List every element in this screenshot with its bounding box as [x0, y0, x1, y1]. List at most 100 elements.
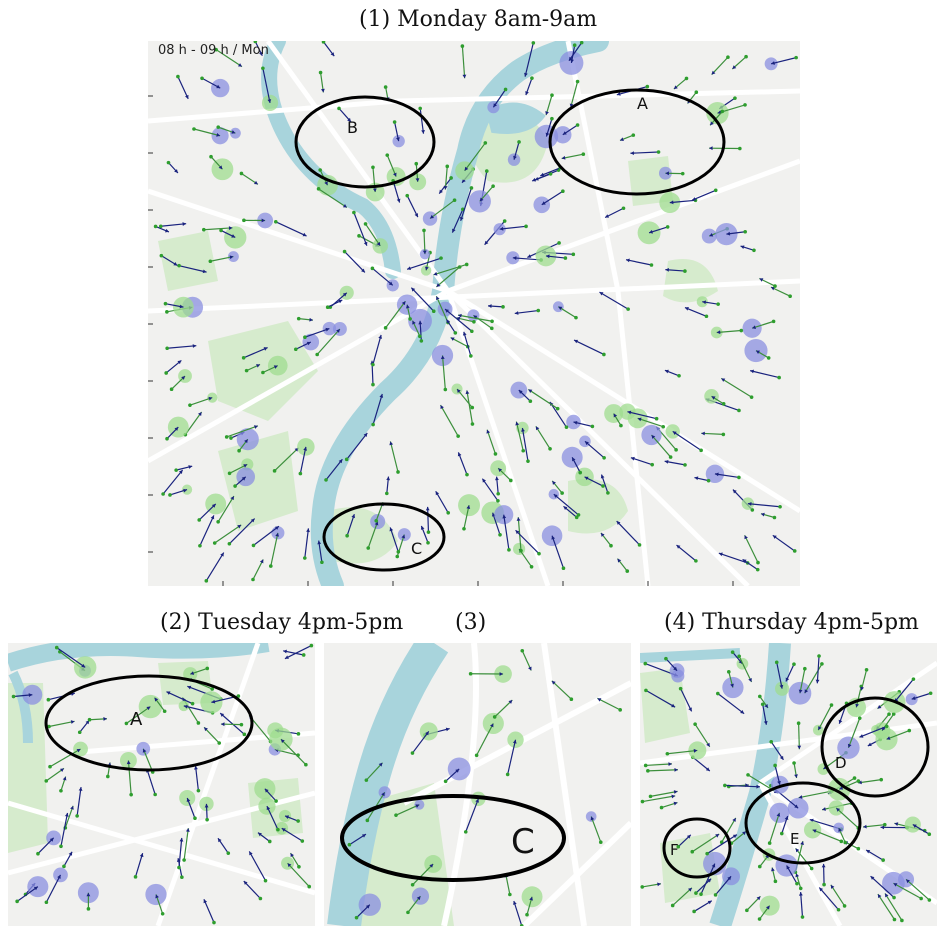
origin-dot [625, 569, 630, 573]
arrow-head [186, 797, 191, 802]
origin-dot [318, 168, 322, 172]
station-disc [179, 789, 196, 807]
origin-dot [528, 399, 533, 404]
flow-arrow [692, 756, 711, 772]
flow-arrow [372, 267, 394, 286]
origin-dot [661, 424, 665, 429]
panel4-svg: D E F [640, 643, 937, 926]
flow-arrow [386, 154, 397, 177]
arrow-head [376, 241, 381, 246]
origin-dot [345, 533, 349, 538]
arrow-head [216, 133, 221, 137]
station-disc [409, 173, 427, 191]
arrow-head [779, 755, 784, 760]
flow-arrow [316, 328, 341, 355]
origin-dot [524, 224, 528, 229]
origin-dot [297, 864, 301, 869]
arrow-head [412, 320, 416, 325]
arrow-head [715, 834, 720, 838]
flow-arrow [744, 535, 759, 563]
origin-dot [261, 66, 265, 71]
flow-arrow [367, 521, 379, 549]
arrow-head [574, 339, 579, 344]
arrow-head [142, 748, 147, 753]
origin-dot [645, 84, 650, 89]
arrow-head [518, 390, 523, 394]
origin-dot [843, 840, 848, 845]
arrow-head [28, 693, 33, 697]
origin-dot [881, 858, 885, 862]
arrow-head [794, 774, 798, 778]
arrow-head [742, 831, 747, 836]
station-disc [258, 797, 276, 815]
arrow-head [184, 94, 189, 99]
origin-dot [690, 849, 695, 854]
origin-dot [649, 263, 654, 267]
origin-dot [665, 751, 670, 756]
origin-dot [750, 508, 755, 512]
arrow-head [863, 824, 867, 829]
arrow-head [146, 706, 151, 711]
flow-arrow [672, 430, 702, 451]
flow-arrow [515, 529, 540, 555]
arrow-head [194, 765, 198, 770]
station-disc [482, 712, 504, 735]
arrow-head [664, 459, 669, 464]
origin-dot [405, 193, 410, 198]
origin-dot [470, 405, 475, 410]
origin-dot [496, 499, 500, 503]
arrow-head [253, 425, 258, 429]
station-disc [411, 887, 430, 905]
origin-dot [392, 120, 397, 124]
origin-dot [344, 457, 349, 462]
flow-arrow [275, 221, 307, 237]
arrow-head [764, 703, 768, 708]
origin-dot [757, 917, 762, 921]
panel4-title: (4) Thursday 4pm-5pm [664, 610, 919, 635]
origin-dot [857, 716, 862, 720]
arrow-head [217, 838, 222, 843]
origin-dot [648, 794, 653, 799]
station-disc [302, 333, 320, 351]
arrow-head [187, 685, 192, 690]
flow-arrow [524, 42, 534, 77]
arrow-head [710, 121, 714, 126]
origin-dot [272, 469, 277, 473]
flow-arrow [795, 847, 813, 869]
flow-arrow [859, 725, 887, 738]
origin-dot [774, 660, 779, 665]
flow-arrow [45, 874, 62, 903]
arrow-head [59, 768, 64, 773]
arrow-head [274, 526, 279, 530]
origin-dot [456, 434, 460, 438]
flow-arrow [798, 723, 800, 750]
arrow-head [429, 863, 434, 868]
flow-arrow [515, 421, 524, 451]
arrow-head [388, 281, 393, 286]
origin-dot [749, 395, 754, 399]
origin-dot [928, 691, 933, 696]
flow-arrow [684, 306, 707, 317]
station-disc [267, 355, 288, 376]
flow-arrow [476, 723, 494, 756]
origin-dot [168, 493, 172, 497]
arrow-head [275, 532, 280, 537]
flow-arrow [886, 729, 910, 740]
arrow-head [705, 767, 710, 772]
origin-dot [530, 76, 534, 80]
region-a-label: A [637, 94, 648, 113]
flow-arrow [325, 458, 343, 481]
arrow-head [528, 389, 533, 393]
arrow-head [218, 165, 223, 170]
arrow-head [702, 300, 707, 305]
origin-dot [809, 866, 814, 871]
panel4-map: D E F [640, 643, 937, 926]
arrow-head [495, 476, 499, 481]
origin-dot [192, 127, 196, 131]
flow-arrow [627, 411, 657, 420]
arrow-head [436, 283, 441, 287]
origin-dot [519, 548, 523, 553]
origin-dot [536, 308, 541, 313]
arrow-head [425, 506, 430, 511]
origin-dot [364, 778, 369, 782]
